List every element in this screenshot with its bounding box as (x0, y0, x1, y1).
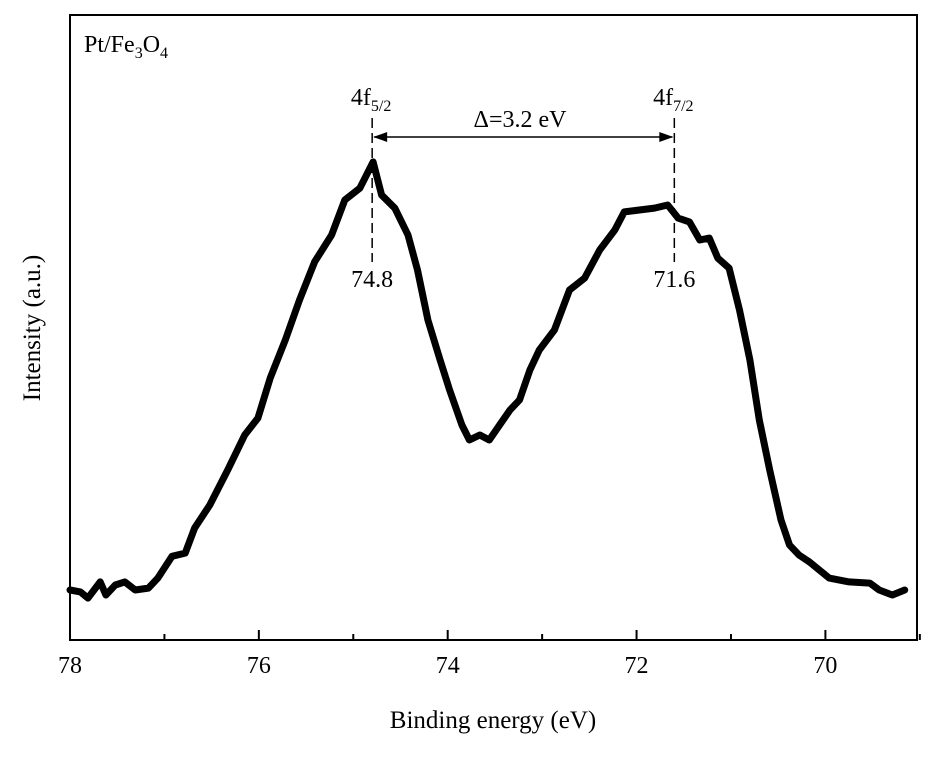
series-line (66, 158, 909, 602)
splitting-label: Δ=3.2 eV (474, 107, 568, 133)
x-tick-label: 76 (247, 653, 271, 679)
arrow-head-left (373, 132, 388, 142)
plot-frame (69, 14, 918, 641)
peak-value-label: 74.8 (351, 267, 393, 293)
x-tick-label: 74 (436, 653, 460, 679)
peak-label: 4f5/2 (351, 85, 391, 115)
x-axis-title: Binding energy (eV) (390, 707, 596, 734)
x-tick-label: 78 (58, 653, 82, 679)
y-axis-title: Intensity (a.u.) (19, 255, 46, 401)
sample-label: Pt/Fe3O4 (84, 32, 168, 62)
peak-value-label: 71.6 (653, 267, 695, 293)
value-label-bg (641, 262, 708, 294)
x-tick-label: 70 (813, 653, 837, 679)
x-tick-label: 72 (625, 653, 649, 679)
arrow-head-right (659, 132, 674, 142)
value-label-bg (339, 262, 406, 294)
peak-label: 4f7/2 (653, 85, 693, 115)
